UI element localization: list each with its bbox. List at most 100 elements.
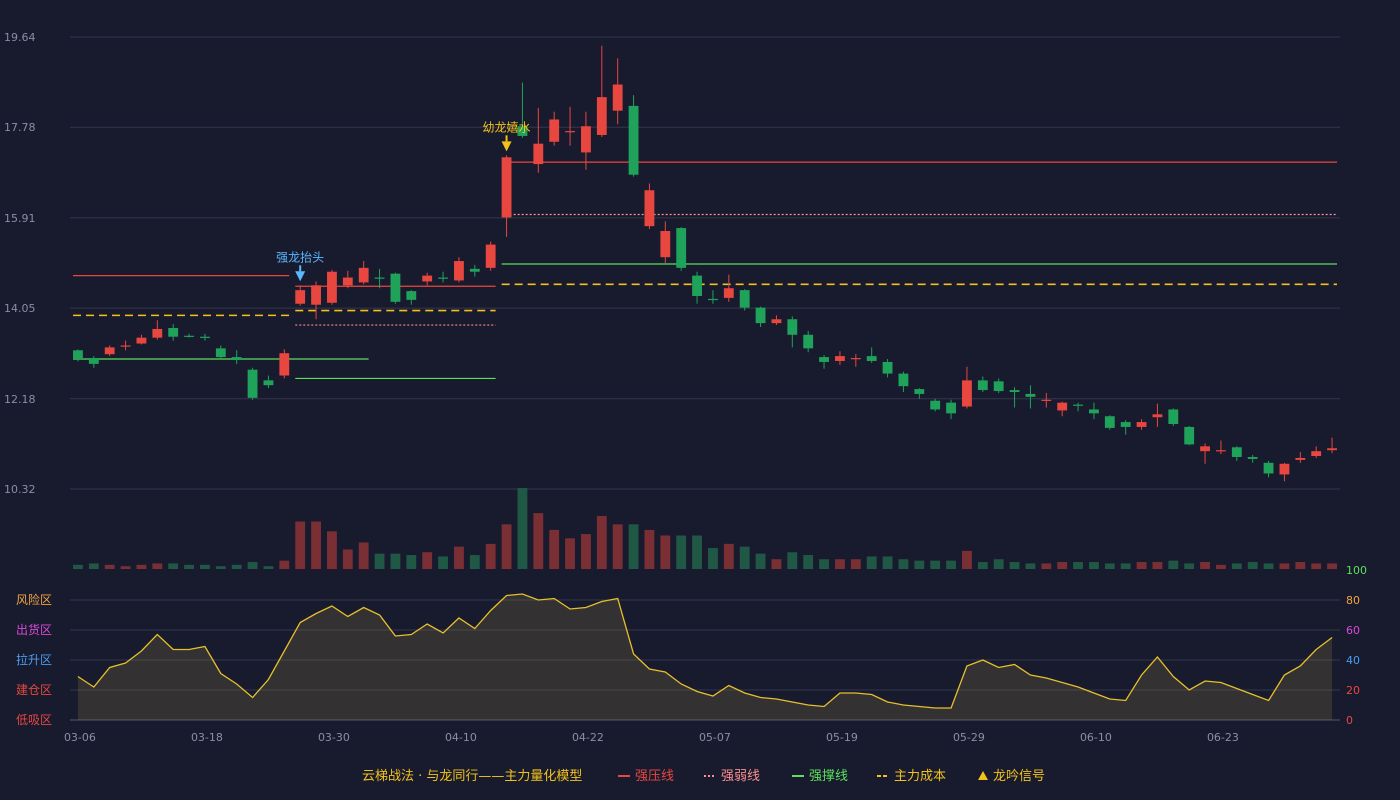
legend[interactable]: 云梯战法 · 与龙同行——主力量化模型 强压线 强弱线 强撑线 主力成本 龙吟信号 [362,768,1045,784]
candle-body [1136,422,1147,427]
candle-body [438,277,448,279]
candle [787,316,798,348]
candle-body [1247,456,1258,459]
candle [136,334,147,345]
candle-body [644,190,655,227]
candle-body [1279,463,1290,475]
candle-body [962,380,972,407]
indicator-tick-label: 20 [1346,684,1360,697]
legend-label: 云梯战法 · 与龙同行——主力量化模型 [362,769,582,784]
candle-body [787,319,798,335]
zone-label: 风险区 [16,592,52,607]
volume-bar [1120,563,1131,569]
candle-body [73,350,83,360]
candle [581,111,591,170]
x-tick-label: 03-06 [64,731,96,744]
candle [882,359,893,378]
candle [327,269,337,305]
volume-bar [866,556,877,569]
volume-bar [962,550,972,569]
volume-bar [803,555,814,569]
candle [1136,419,1147,430]
candle-body [565,131,575,133]
candle-body [184,335,194,337]
legend-label: 强撑线 [809,769,848,784]
candle-body [327,271,337,303]
candle [676,227,687,271]
volume-bar [327,531,337,569]
volume-bar [1057,562,1068,569]
volume-bar [1025,563,1036,569]
candle-body [1025,393,1036,397]
candle-body [819,357,829,362]
indicator-tick-label: 80 [1346,594,1360,607]
candle [866,347,877,363]
volume-bar [644,529,655,569]
grid [70,36,1340,721]
candle-body [1295,457,1306,460]
volume-bar [596,515,607,569]
candle-body [1152,414,1163,418]
candle [1327,437,1337,454]
indicator-tick-label: 0 [1346,714,1353,727]
candle [723,274,734,302]
volume-bar [263,566,274,569]
volume-bar [200,564,210,569]
volume-bar [946,560,956,569]
volume-bar [517,488,528,569]
volume-bar [612,524,623,569]
candle [88,356,99,368]
volume-bar [914,560,925,569]
volume-bar [231,564,242,569]
candle [993,378,1004,393]
candle [374,268,385,289]
candle [120,340,131,351]
candle-body [1216,450,1226,452]
volume-bar [898,559,909,569]
indicator-tick-label: 60 [1346,624,1360,637]
candle [1168,408,1179,426]
volume-bar [1104,563,1115,569]
candle-body [454,261,464,281]
x-tick-label: 05-07 [699,731,731,744]
candle-body [422,275,433,282]
candle-body [1073,404,1083,406]
legend-item: 强撑线 [792,769,848,784]
volume-bar [930,560,941,569]
candle [1104,415,1115,430]
legend-triangle-icon [978,771,988,780]
volume-bar [168,563,179,569]
zone-label: 出货区 [16,622,52,637]
candle-body [898,373,909,387]
zone-label: 建仓区 [16,683,52,697]
candle [1025,385,1036,409]
volume-bar [1168,560,1179,569]
volume-bar [342,549,353,569]
candlestick-series [73,45,1337,482]
candle-body [279,353,290,376]
candle-body [1009,390,1020,393]
volume-bar [73,564,83,569]
candle-body [771,319,782,324]
volume-bar [771,559,782,569]
price-tick-label: 15.91 [4,212,36,225]
candle [755,306,766,328]
candle-body [1200,446,1210,452]
volume-bar [708,548,718,569]
candle-body [295,290,306,304]
candle [184,333,194,338]
legend-label: 强弱线 [721,769,760,784]
candle [342,270,353,289]
candle [247,367,258,400]
candle [263,375,274,389]
volume-bar [438,556,448,569]
volume-bar [374,553,385,569]
volume-bar [660,535,671,569]
candle-body [136,337,147,344]
candle [1263,460,1274,478]
candle [406,290,417,305]
volume-bar [819,559,829,569]
volume-bar [152,563,163,569]
